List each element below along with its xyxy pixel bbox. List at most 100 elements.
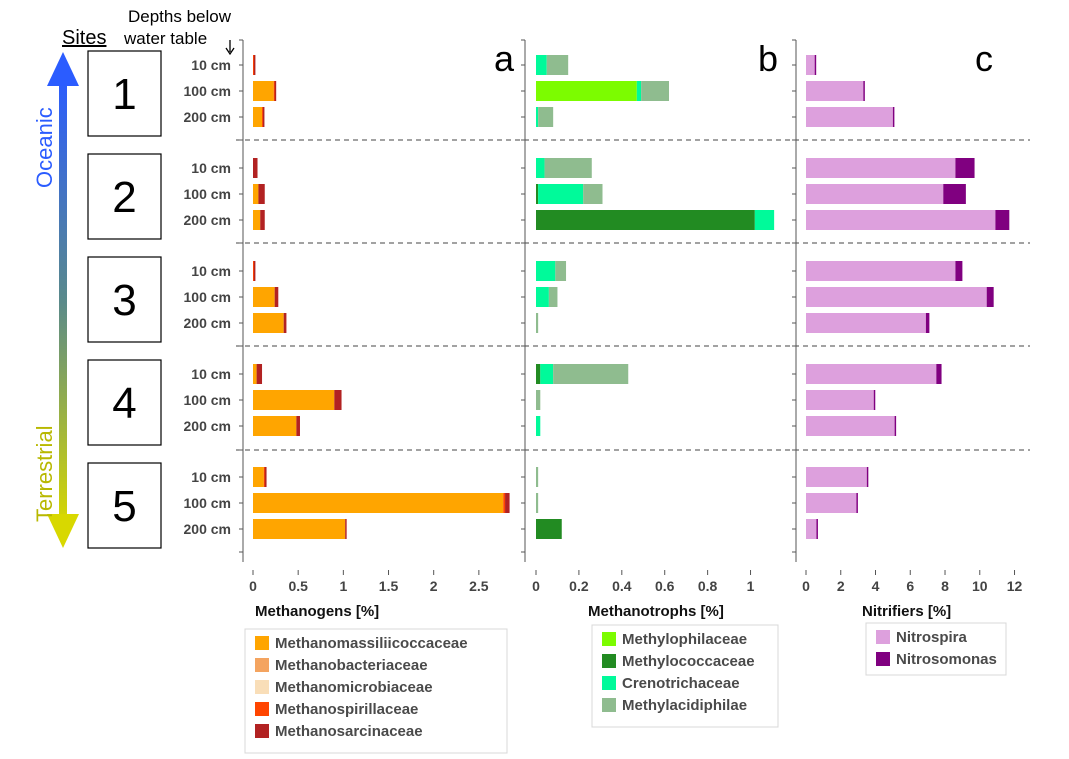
- bar-segment: [925, 313, 930, 333]
- bar-segment: [253, 287, 275, 307]
- bar-segment: [806, 364, 937, 384]
- bar-segment: [936, 364, 942, 384]
- depth-label: 200 cm: [184, 521, 231, 537]
- bar-segment: [256, 364, 263, 384]
- panel-b: 0 0.2 0.4 0.6 0.8 1 Methanotrophs [%] b Methylop…: [521, 38, 779, 728]
- bar-segment: [995, 210, 1010, 230]
- bar-segment: [536, 493, 539, 513]
- bar-segment: [806, 158, 956, 178]
- bar-segment: [273, 81, 276, 101]
- bar-segment: [253, 313, 284, 333]
- gradient-top-label: Oceanic: [32, 107, 57, 188]
- bar-segment: [536, 416, 541, 436]
- x-tick-label: 0.2: [569, 578, 589, 594]
- bar-segment: [253, 55, 255, 75]
- panel-letter: a: [494, 38, 515, 79]
- legend-swatch: [255, 724, 269, 738]
- legend-swatch: [876, 630, 890, 644]
- x-tick-label: 0.6: [655, 578, 675, 594]
- bar-segment: [856, 493, 858, 513]
- bar-segment: [536, 287, 549, 307]
- bar-segment: [505, 493, 510, 513]
- bar-segment: [641, 81, 670, 101]
- bar-segment: [536, 55, 547, 75]
- bar-segment: [263, 467, 266, 487]
- bar-segment: [806, 493, 857, 513]
- x-tick-label: 10: [972, 578, 988, 594]
- legend-swatch: [255, 702, 269, 716]
- bar-segment: [583, 184, 603, 204]
- legend-box: [244, 628, 508, 754]
- legend-entry: Nitrosomonas: [896, 651, 997, 668]
- x-tick-label: 1.5: [379, 578, 399, 594]
- depth-header-line1: Depths below: [128, 7, 232, 26]
- bar-segment: [503, 493, 506, 513]
- x-tick-label: 6: [906, 578, 914, 594]
- site-boxes: 1 2 3 4 5: [87, 50, 162, 549]
- bar-segment: [253, 261, 256, 281]
- bar-segment: [260, 210, 265, 230]
- depth-label: 200 cm: [184, 418, 231, 434]
- bar-segment: [806, 55, 815, 75]
- depth-label: 100 cm: [184, 289, 231, 305]
- bar-segment: [806, 81, 864, 101]
- legend-entry: Methanospirillaceae: [275, 701, 418, 718]
- x-tick-label: 0.5: [288, 578, 308, 594]
- depth-label: 10 cm: [191, 160, 231, 176]
- bar-segment: [253, 493, 504, 513]
- legend-entry: Methanomicrobiaceae: [275, 679, 433, 696]
- bar-segment: [536, 519, 562, 539]
- legend-entry: Methanomassiliicoccaceae: [275, 635, 468, 652]
- bar-segment: [806, 210, 996, 230]
- bar-segment: [283, 313, 287, 333]
- panel-a: 0 0.5 1 1.5 2 2.5 Methanogens [%] a Methanomassi…: [239, 38, 515, 754]
- bar-segment: [892, 107, 895, 127]
- legend: Methanomassiliicoccaceae Methanobacteriac…: [244, 628, 508, 754]
- bar-segment: [334, 390, 342, 410]
- bar-segment: [296, 416, 300, 436]
- bar-segment: [253, 55, 256, 75]
- x-axis-title: Nitrifiers [%]: [862, 603, 951, 620]
- bar-segment: [986, 287, 994, 307]
- legend-swatch: [602, 632, 616, 646]
- bar-segment: [536, 210, 755, 230]
- depth-label: 100 cm: [184, 83, 231, 99]
- legend-swatch: [876, 652, 890, 666]
- legend-swatch: [255, 680, 269, 694]
- site-box: [87, 153, 162, 240]
- legend: Methylophilaceae Methylococcaceae Crenotri…: [591, 624, 779, 728]
- bar-segment: [816, 519, 818, 539]
- sites-label: Sites: [62, 27, 106, 49]
- depth-label: 10 cm: [191, 57, 231, 73]
- bar-segment: [806, 416, 895, 436]
- site-number: 3: [112, 276, 136, 325]
- bar-segment: [894, 416, 897, 436]
- bar-segment: [253, 416, 297, 436]
- bar-segment: [866, 467, 869, 487]
- bar-segment: [253, 81, 274, 101]
- bar-segment: [536, 390, 541, 410]
- bar-segment: [636, 81, 642, 101]
- bar-segment: [536, 313, 539, 333]
- x-tick-label: 2: [837, 578, 845, 594]
- x-tick-label: 1: [747, 578, 755, 594]
- chart-panels: 0 0.5 1 1.5 2 2.5 Methanogens [%] a Methanomassi…: [239, 38, 1023, 754]
- bar-segment: [553, 364, 629, 384]
- depth-header-arrow-icon: [225, 40, 235, 56]
- site-number: 5: [112, 482, 136, 531]
- bar-segment: [536, 158, 545, 178]
- bar-segment: [955, 261, 963, 281]
- bar-segment: [806, 184, 944, 204]
- legend-swatch: [255, 636, 269, 650]
- depth-label: 100 cm: [184, 392, 231, 408]
- legend-swatch: [602, 698, 616, 712]
- depth-label: 10 cm: [191, 469, 231, 485]
- gradient-bottom-label: Terrestrial: [32, 425, 57, 522]
- bar-segment: [536, 261, 556, 281]
- legend-swatch: [255, 658, 269, 672]
- bar-segment: [253, 467, 264, 487]
- x-tick-label: 12: [1007, 578, 1023, 594]
- bar-segment: [754, 210, 775, 230]
